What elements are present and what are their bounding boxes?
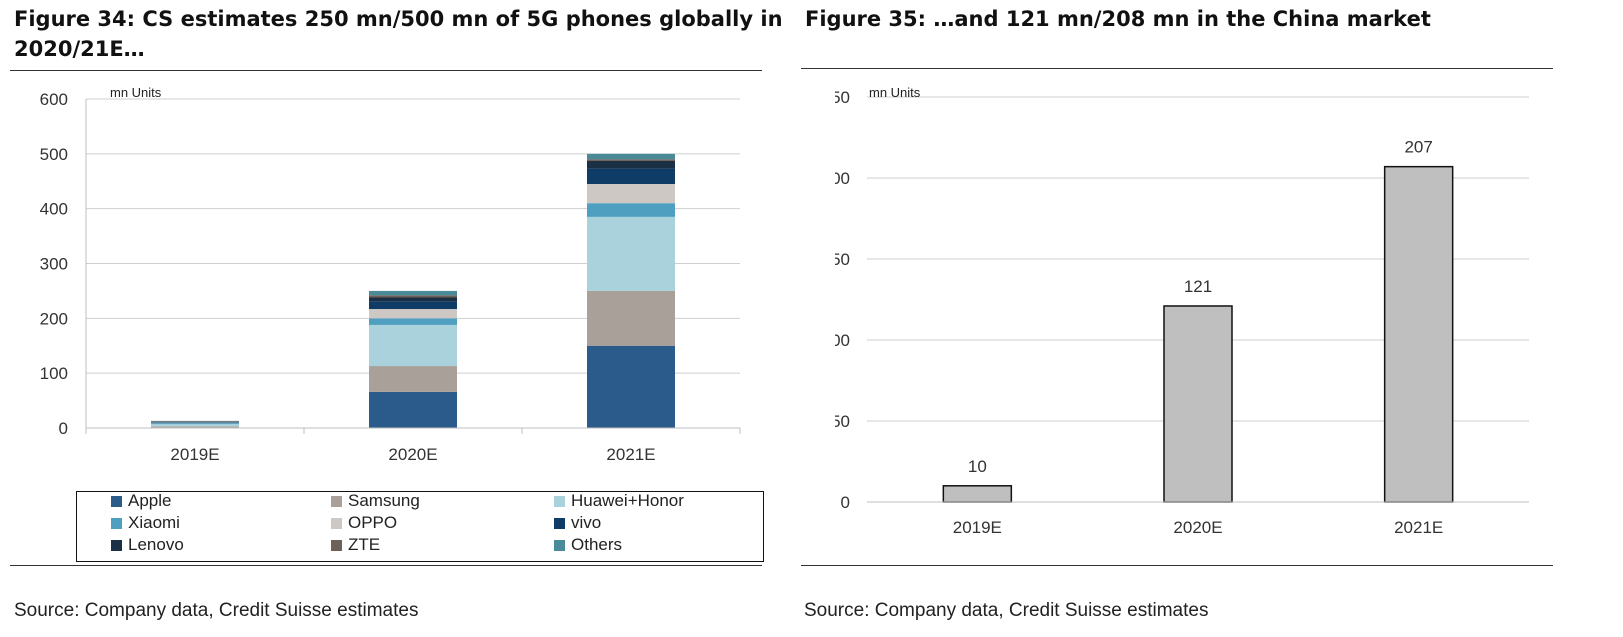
bar bbox=[1383, 165, 1454, 503]
bar-segment-samsung bbox=[587, 290, 675, 346]
data-label: 10 bbox=[968, 457, 987, 476]
bar-segment-zte bbox=[151, 421, 239, 422]
legend-item-huawei-honor: Huawei+Honor bbox=[554, 490, 684, 512]
legend-item-xiaomi: Xiaomi bbox=[111, 512, 180, 534]
x-tick-label: 2021E bbox=[1394, 518, 1443, 537]
y-tick-label: 200 bbox=[40, 309, 68, 328]
y-tick-label: 50 bbox=[835, 412, 850, 431]
bar-segment-samsung bbox=[369, 366, 457, 392]
title-rule bbox=[801, 68, 1553, 69]
x-tick-label: 2019E bbox=[953, 518, 1002, 537]
bar-segment-apple bbox=[369, 391, 457, 428]
figure-35-panel: Figure 35: …and 121 mn/208 mn in the Chi… bbox=[801, 0, 1623, 637]
legend-swatch bbox=[554, 517, 565, 529]
legend-label: Lenovo bbox=[128, 535, 184, 554]
chart-legend: Apple Samsung Huawei+Honor Xiaomi OPPO vivo Le… bbox=[76, 491, 764, 562]
legend-item-lenovo: Lenovo bbox=[111, 534, 184, 556]
bar-segment-oppo bbox=[151, 422, 239, 424]
legend-label: Others bbox=[571, 535, 623, 554]
bar bbox=[942, 485, 1013, 503]
bar-segment-xiaomi bbox=[587, 203, 675, 217]
source-rule bbox=[801, 565, 1553, 566]
legend-label: Huawei+Honor bbox=[571, 491, 684, 510]
legend-item-oppo: OPPO bbox=[331, 512, 397, 534]
bar-segment-lenovo bbox=[369, 297, 457, 302]
legend-item-apple: Apple bbox=[111, 490, 171, 512]
legend-swatch bbox=[554, 495, 565, 507]
figure-34-panel: Figure 34: CS estimates 250 mn/500 mn of… bbox=[0, 0, 790, 637]
source-rule bbox=[10, 565, 762, 566]
y-tick-label: 0 bbox=[59, 419, 68, 438]
y-tick-label: 400 bbox=[40, 200, 68, 219]
data-label: 121 bbox=[1184, 277, 1212, 296]
y-tick-label: 150 bbox=[835, 250, 850, 269]
bar-segment-others bbox=[369, 290, 457, 296]
legend-item-samsung: Samsung bbox=[331, 490, 420, 512]
stacked-bar-chart: 0 100 200 300 400 500 600 2019E 2020E 2021E mn Un… bbox=[40, 85, 741, 464]
bar-segment-zte bbox=[587, 159, 675, 161]
bar-segment-others bbox=[587, 153, 675, 160]
bar-segment-huawei-honor bbox=[587, 216, 675, 291]
bar-segment-vivo bbox=[151, 421, 239, 423]
legend-swatch bbox=[111, 495, 122, 507]
bar bbox=[1163, 305, 1233, 503]
bar-segment-apple bbox=[587, 345, 675, 428]
y-tick-label: 600 bbox=[40, 90, 68, 109]
legend-label: vivo bbox=[571, 513, 602, 532]
bar-segment-huawei-honor bbox=[151, 424, 239, 427]
bar-segment-zte bbox=[369, 295, 457, 298]
legend-label: Samsung bbox=[348, 491, 420, 510]
bar-segment-huawei-honor bbox=[369, 324, 457, 367]
legend-item-others: Others bbox=[554, 534, 622, 556]
title-rule bbox=[10, 70, 762, 71]
source-note: Source: Company data, Credit Suisse esti… bbox=[14, 600, 419, 621]
legend-swatch bbox=[331, 539, 342, 551]
y-tick-label: 0 bbox=[841, 493, 850, 512]
legend-label: Xiaomi bbox=[128, 513, 180, 532]
y-tick-label: 500 bbox=[40, 145, 68, 164]
bar-segment-samsung bbox=[151, 426, 239, 428]
figure-35-title: Figure 35: …and 121 mn/208 mn in the Chi… bbox=[805, 7, 1431, 31]
bar-segment-vivo bbox=[369, 301, 457, 310]
x-tick-label: 2019E bbox=[170, 445, 219, 464]
legend-label: Apple bbox=[128, 491, 172, 510]
bar-segment-others bbox=[151, 420, 239, 422]
figure-34-title: Figure 34: CS estimates 250 mn/500 mn of… bbox=[14, 7, 783, 61]
bar-segment-vivo bbox=[587, 168, 675, 184]
legend-swatch bbox=[111, 517, 122, 529]
bar-segment-xiaomi bbox=[369, 318, 457, 325]
unit-label: mn Units bbox=[869, 85, 921, 100]
bar-segment-xiaomi bbox=[151, 423, 239, 425]
legend-item-vivo: vivo bbox=[554, 512, 601, 534]
source-note: Source: Company data, Credit Suisse esti… bbox=[804, 600, 1209, 621]
bar-segment-oppo bbox=[587, 183, 675, 204]
legend-swatch bbox=[331, 495, 342, 507]
legend-swatch bbox=[331, 517, 342, 529]
legend-swatch bbox=[111, 539, 122, 551]
y-tick-label: 300 bbox=[40, 255, 68, 274]
legend-label: OPPO bbox=[348, 513, 398, 532]
y-tick-label: 200 bbox=[835, 169, 850, 188]
legend-label: ZTE bbox=[348, 535, 381, 554]
x-tick-label: 2020E bbox=[1173, 518, 1222, 537]
unit-label: mn Units bbox=[110, 85, 162, 100]
y-tick-label: 100 bbox=[835, 331, 850, 350]
y-tick-label: 100 bbox=[40, 364, 68, 383]
legend-item-zte: ZTE bbox=[331, 534, 380, 556]
bar-segment-lenovo bbox=[587, 160, 675, 169]
x-tick-label: 2020E bbox=[388, 445, 437, 464]
x-tick-label: 2021E bbox=[606, 445, 655, 464]
y-tick-label: 250 bbox=[835, 88, 850, 107]
data-label: 207 bbox=[1404, 138, 1432, 157]
legend-swatch bbox=[554, 539, 565, 551]
bar-segment-oppo bbox=[369, 309, 457, 319]
